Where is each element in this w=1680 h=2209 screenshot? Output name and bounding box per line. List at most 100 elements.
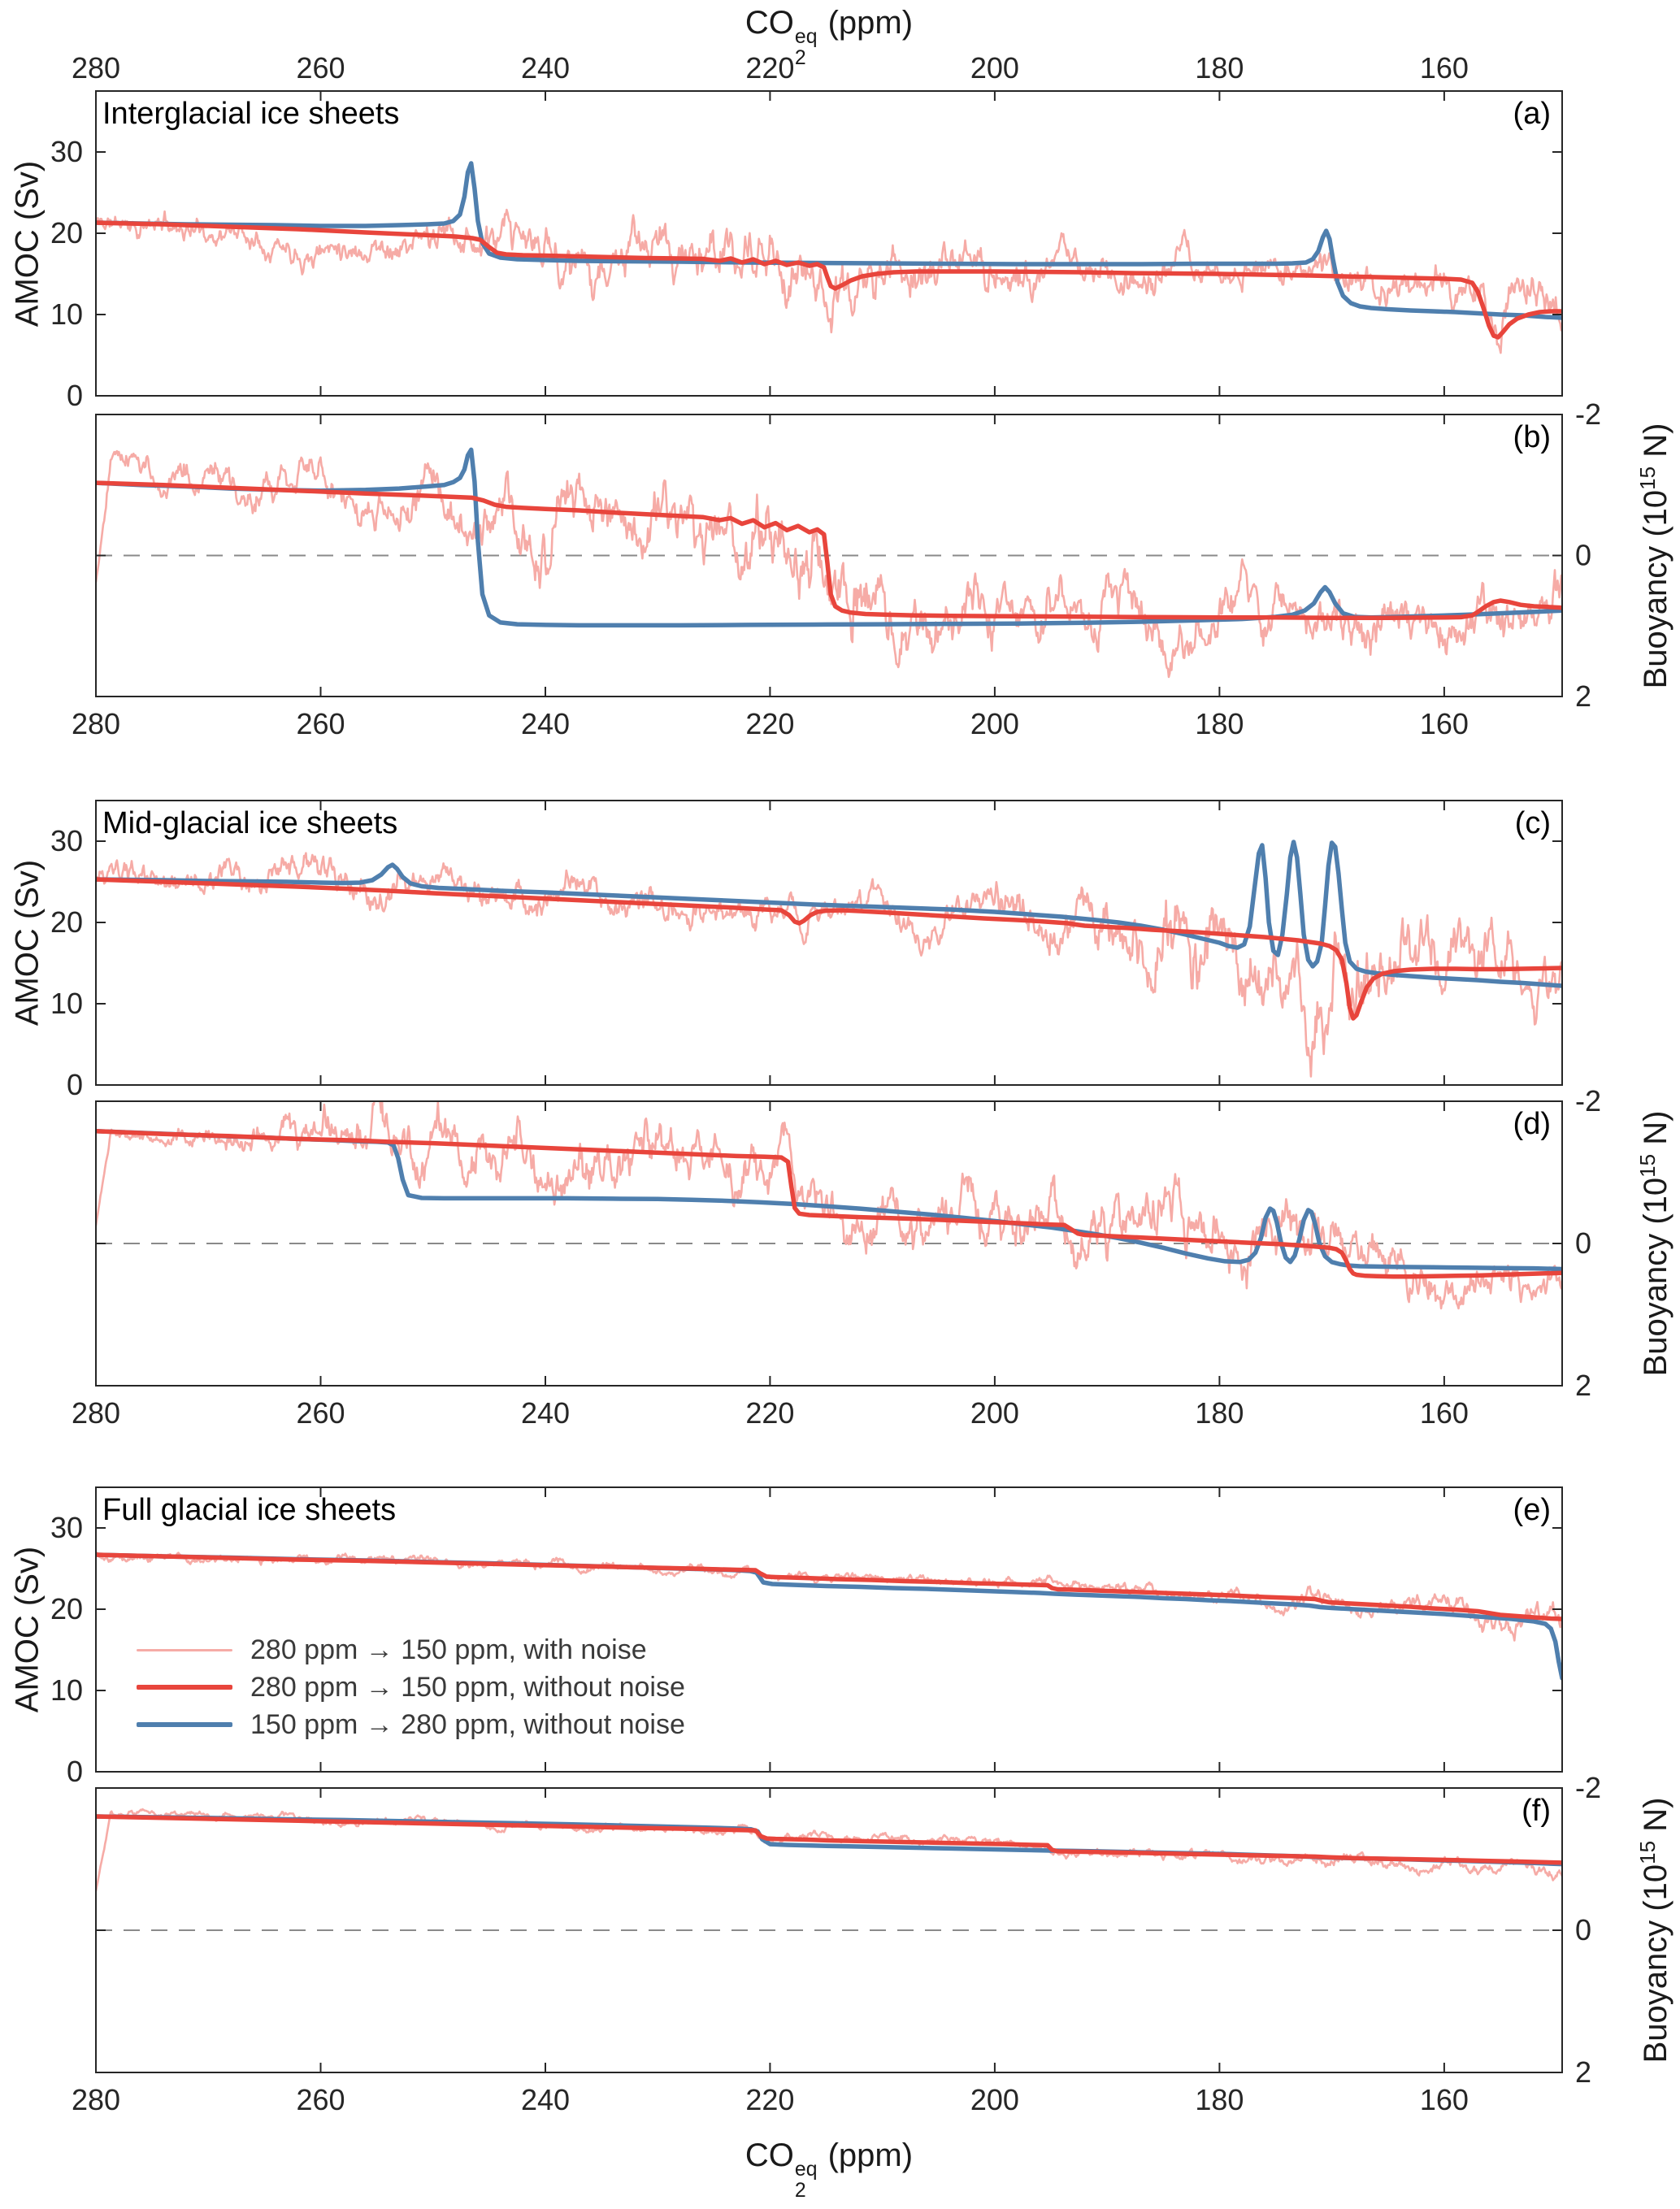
legend-swatch-blue	[137, 1722, 232, 1727]
y-tick-label: 2	[1575, 2055, 1591, 2089]
x-tick-label: 200	[970, 51, 1019, 85]
panel-title-c: Mid-glacial ice sheets	[102, 806, 397, 840]
y-tick-label: -2	[1575, 1084, 1601, 1118]
x-tick-label: 180	[1195, 707, 1244, 740]
x-axis-title-bottom: CO eq 2 (ppm)	[96, 2137, 1562, 2201]
x-tick-label: 260	[296, 51, 345, 85]
series-forward-d	[96, 1129, 1562, 1279]
series-forward-b	[96, 480, 1562, 621]
x-tick-label: 220	[745, 1396, 794, 1430]
panel-a: 280 260 240 220 200 180 160 0 10 20 30 Interglacial…	[50, 51, 1563, 412]
series-with-noise-d	[96, 1101, 1562, 1310]
x-axis-title-suffix: (ppm)	[818, 2137, 914, 2173]
y-tick-label: 0	[67, 379, 83, 412]
x-tick-label: 240	[521, 1396, 570, 1430]
panel-letter-e: (e)	[1513, 1493, 1551, 1527]
legend-item-label: 280 ppm → 150 ppm, without noise	[250, 1671, 685, 1703]
y-tick-label: 2	[1575, 1369, 1591, 1402]
panel-letter-f: (f)	[1522, 1794, 1551, 1828]
panel-letter-d: (d)	[1513, 1107, 1551, 1141]
y-tick-label: 0	[67, 1068, 83, 1101]
x-axis-title-sup: eq	[794, 2159, 818, 2181]
series-group-f	[96, 1808, 1562, 1893]
panel-e: 0 10 20 30 Full glacial ice sheets (e)	[50, 1486, 1563, 1788]
x-axis-title-sub: 2	[794, 2179, 806, 2202]
y-tick-label: -2	[1575, 397, 1601, 431]
y-axis-label-amoc-a: AMOC (Sv)	[9, 160, 46, 327]
series-group-c	[96, 840, 1562, 1078]
x-tick-label: 280	[72, 707, 120, 740]
y-tick-label: 0	[1575, 1913, 1591, 1946]
y-tick-label: 0	[1575, 1226, 1591, 1260]
panel-f: 280 260 240 220 200 180 160 -2 0 2 (f)	[72, 1771, 1601, 2116]
y-tick-label: 30	[50, 824, 83, 857]
legend-item-label: 280 ppm → 150 ppm, with noise	[250, 1634, 647, 1665]
series-forward-f	[96, 1814, 1562, 1865]
series-group-b	[96, 447, 1562, 679]
x-axis-title-subsup: eq 2	[795, 2159, 818, 2201]
series-forward-e	[96, 1552, 1562, 1621]
x-tick-label: 200	[970, 2083, 1019, 2116]
x-tick-label: 260	[296, 707, 345, 740]
legend-swatch-pink	[137, 1648, 232, 1651]
x-tick-label: 160	[1420, 1396, 1469, 1430]
panel-d: 280 260 240 220 200 180 160 -2 0 2 (d)	[72, 1084, 1601, 1430]
y-tick-label: 0	[1575, 539, 1591, 572]
x-tick-label: 220	[745, 2083, 794, 2116]
x-axis-title-top: CO eq 2 (ppm)	[96, 5, 1562, 68]
y-tick-label: 10	[50, 297, 83, 331]
x-tick-label: 160	[1420, 51, 1469, 85]
x-tick-label: 180	[1195, 51, 1244, 85]
panel-letter-a: (a)	[1513, 97, 1551, 131]
x-tick-label: 180	[1195, 2083, 1244, 2116]
panel-letter-c: (c)	[1515, 806, 1551, 840]
series-reverse-a	[96, 161, 1562, 320]
x-axis-title-text: CO	[744, 5, 794, 41]
x-tick-label: 260	[296, 1396, 345, 1430]
x-axis-title-subsup: eq 2	[795, 27, 818, 68]
x-axis-title-sup: eq	[794, 26, 818, 49]
x-axis-title-text: CO	[744, 2137, 794, 2173]
x-tick-label: 240	[521, 51, 570, 85]
axes-box-c	[95, 800, 1563, 1086]
x-tick-label: 280	[72, 1396, 120, 1430]
legend-item: 280 ppm → 150 ppm, without noise	[137, 1671, 685, 1703]
y-tick-label: 0	[67, 1755, 83, 1788]
x-tick-label: 200	[970, 707, 1019, 740]
x-tick-label: 240	[521, 707, 570, 740]
y-tick-label: 20	[50, 216, 83, 250]
x-tick-label: 200	[970, 1396, 1019, 1430]
series-group-d	[96, 1101, 1562, 1310]
series-with-noise-a	[96, 208, 1562, 354]
y-tick-label: 2	[1575, 679, 1591, 713]
series-forward-a	[96, 220, 1562, 340]
axes-box-a	[95, 90, 1563, 397]
x-tick-label: 260	[296, 2083, 345, 2116]
legend-swatch-red	[137, 1685, 232, 1690]
x-tick-label: 220	[745, 51, 794, 85]
legend-item: 280 ppm → 150 ppm, with noise	[137, 1634, 685, 1665]
y-axis-label-buoyancy-f: Buoyancy (1015 N)	[1634, 1797, 1674, 2064]
series-with-noise-e	[96, 1552, 1562, 1642]
axes-box-e	[95, 1486, 1563, 1773]
series-group-e	[96, 1552, 1562, 1681]
x-tick-label: 160	[1420, 2083, 1469, 2116]
series-reverse-c	[96, 840, 1562, 988]
y-tick-label: 10	[50, 1673, 83, 1707]
series-reverse-b	[96, 447, 1562, 628]
y-axis-label-buoyancy-d: Buoyancy (1015 N)	[1634, 1110, 1674, 1377]
panel-letter-b: (b)	[1513, 420, 1551, 454]
x-tick-label: 280	[72, 2083, 120, 2116]
x-tick-label: 220	[745, 707, 794, 740]
panel-title-a: Interglacial ice sheets	[102, 97, 399, 131]
y-axis-label-amoc-e: AMOC (Sv)	[9, 1546, 46, 1713]
y-tick-label: 20	[50, 905, 83, 939]
series-forward-c	[96, 877, 1562, 1021]
legend-item: 150 ppm → 280 ppm, without noise	[137, 1709, 685, 1740]
x-tick-label: 240	[521, 2083, 570, 2116]
y-tick-label: 20	[50, 1592, 83, 1625]
series-group-a	[96, 161, 1562, 354]
series-with-noise-c	[96, 852, 1562, 1078]
y-axis-label-buoyancy-b: Buoyancy (1015 N)	[1634, 423, 1674, 688]
